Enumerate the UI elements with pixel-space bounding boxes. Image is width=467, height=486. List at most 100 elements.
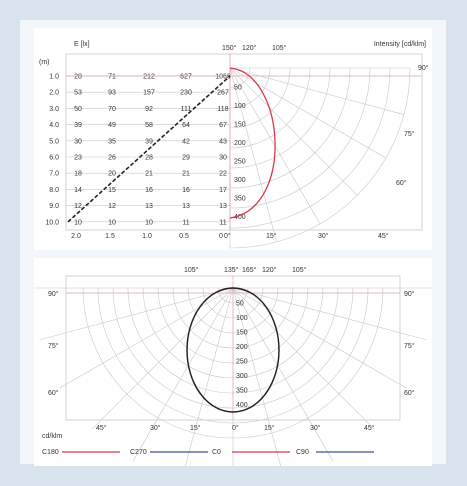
radial-tick: 400: [236, 402, 248, 409]
radial-tick: 50: [236, 301, 244, 308]
illuminance-value: 230: [180, 90, 192, 97]
right-angle-label: 90°: [404, 290, 415, 298]
x-tick-label: 2.0: [71, 233, 81, 240]
bottom-angle-label: 30°: [310, 424, 321, 432]
intensity-tick: 50: [234, 85, 242, 92]
illuminance-cone-svg: E [lx] Intensity [cd/klm] (m) 1.0 28 71 212 627…: [39, 41, 429, 249]
bottom-angle-label: 45°: [378, 232, 389, 240]
diagram-frame: [65, 53, 423, 231]
polar-grid-ray: [229, 67, 277, 242]
intensity-tick: 200: [234, 140, 246, 147]
right-angle-label: 60°: [404, 389, 415, 397]
illuminance-value: 10: [108, 219, 116, 226]
illuminance-value: 50: [74, 106, 82, 113]
illuminance-value: 92: [145, 106, 153, 113]
c0-intensity-curve: [229, 67, 276, 219]
right-angle-label: 75°: [404, 130, 415, 138]
top-angle-label: 105°: [292, 266, 307, 274]
illuminance-value: 22: [219, 171, 227, 178]
polar-grid-ray: [91, 287, 234, 430]
illuminance-value: 12: [108, 203, 116, 210]
intensity-tick: 150: [234, 122, 246, 129]
cone-dashed-line: [67, 75, 231, 223]
c90-c270-curve: [186, 287, 280, 413]
top-angle-label: 105°: [184, 266, 199, 274]
height-label: 4.0: [49, 122, 59, 129]
polar-grid-ray: [232, 287, 427, 341]
legend-label: C180: [42, 449, 59, 456]
illuminance-value: 30: [219, 155, 227, 162]
height-label: 8.0: [49, 187, 59, 194]
intensity-tick: 350: [234, 196, 246, 203]
x-tick-label: 1.5: [105, 233, 115, 240]
polar-grid-ray: [232, 287, 375, 430]
top-angle-label: 120°: [242, 44, 257, 52]
height-label: 5.0: [49, 138, 59, 145]
illuminance-value: 18: [74, 171, 82, 178]
illuminance-value: 10: [145, 219, 153, 226]
bottom-angle-label: 0°: [224, 232, 231, 240]
illuminance-value: 15: [108, 187, 116, 194]
illuminance-value: 35: [108, 138, 116, 145]
intensity-tick: 250: [234, 159, 246, 166]
illuminance-value: 13: [182, 203, 190, 210]
height-label: 6.0: [49, 155, 59, 162]
polar-grid-ray: [229, 67, 358, 196]
top-angle-label: 150°: [222, 44, 237, 52]
illuminance-value: 157: [143, 90, 155, 97]
radial-tick: 350: [236, 388, 248, 395]
radial-tick: 300: [236, 373, 248, 380]
illuminance-value: 11: [219, 219, 226, 226]
polar-grid-ray: [39, 287, 234, 341]
left-angle-label: 60°: [48, 389, 59, 397]
illuminance-value: 26: [108, 155, 116, 162]
illuminance-value: 39: [74, 122, 82, 129]
illuminance-value: 42: [182, 138, 190, 145]
illuminance-value: 1066: [215, 74, 231, 81]
unit-label: cd/klm: [42, 433, 62, 440]
polar-intensity-diagram: 50 100 150 200 250 300 350 400 105° 135° 165° 120° 1…: [34, 258, 432, 466]
illuminance-value: 28: [145, 155, 153, 162]
left-angle-label: 75°: [48, 342, 59, 350]
illuminance-value: 67: [219, 122, 227, 129]
bottom-angle-label: 0°: [232, 424, 239, 432]
illuminance-value: 13: [219, 203, 227, 210]
illuminance-value: 16: [182, 187, 190, 194]
illuminance-value: 43: [219, 138, 227, 145]
top-angle-label: 135°: [224, 266, 239, 274]
right-angle-label: 60°: [396, 179, 407, 187]
illuminance-value: 21: [145, 171, 153, 178]
illuminance-value: 23: [74, 155, 82, 162]
bottom-angle-label: 15°: [266, 232, 277, 240]
bottom-angle-label: 15°: [264, 424, 275, 432]
illuminance-value: 28: [74, 74, 82, 81]
legend-label: C270: [130, 449, 147, 456]
illuminance-value: 11: [182, 219, 189, 226]
illuminance-value: 70: [108, 106, 116, 113]
x-tick-label: 0: [219, 233, 223, 240]
bottom-angle-label: 30°: [318, 232, 329, 240]
photometric-card: E [lx] Intensity [cd/klm] (m) 1.0 28 71 212 627…: [20, 20, 446, 466]
illuminance-value: 17: [219, 187, 227, 194]
illuminance-value: 64: [182, 122, 190, 129]
illuminance-value: 13: [145, 203, 153, 210]
intensity-tick: 300: [234, 177, 246, 184]
polar-grid-ray: [132, 287, 234, 462]
illuminance-value: 627: [180, 74, 192, 81]
x-tick-label: 0.5: [179, 233, 189, 240]
illuminance-value: 20: [108, 171, 116, 178]
illuminance-value: 16: [145, 187, 153, 194]
polar-grid-ray: [232, 287, 334, 462]
illuminance-value: 71: [108, 74, 116, 81]
illuminance-value: 212: [143, 74, 155, 81]
illuminance-value: 21: [182, 171, 190, 178]
illuminance-value: 111: [181, 106, 192, 113]
x-tick-label: 1.0: [142, 233, 152, 240]
y-axis-title: E [lx]: [74, 41, 90, 48]
height-unit-label: (m): [39, 59, 50, 66]
illuminance-value: 29: [182, 155, 190, 162]
polar-grid-ray: [184, 287, 234, 466]
intensity-title: Intensity [cd/klm]: [374, 41, 426, 48]
height-label: 3.0: [49, 106, 59, 113]
left-angle-label: 90°: [48, 290, 59, 298]
